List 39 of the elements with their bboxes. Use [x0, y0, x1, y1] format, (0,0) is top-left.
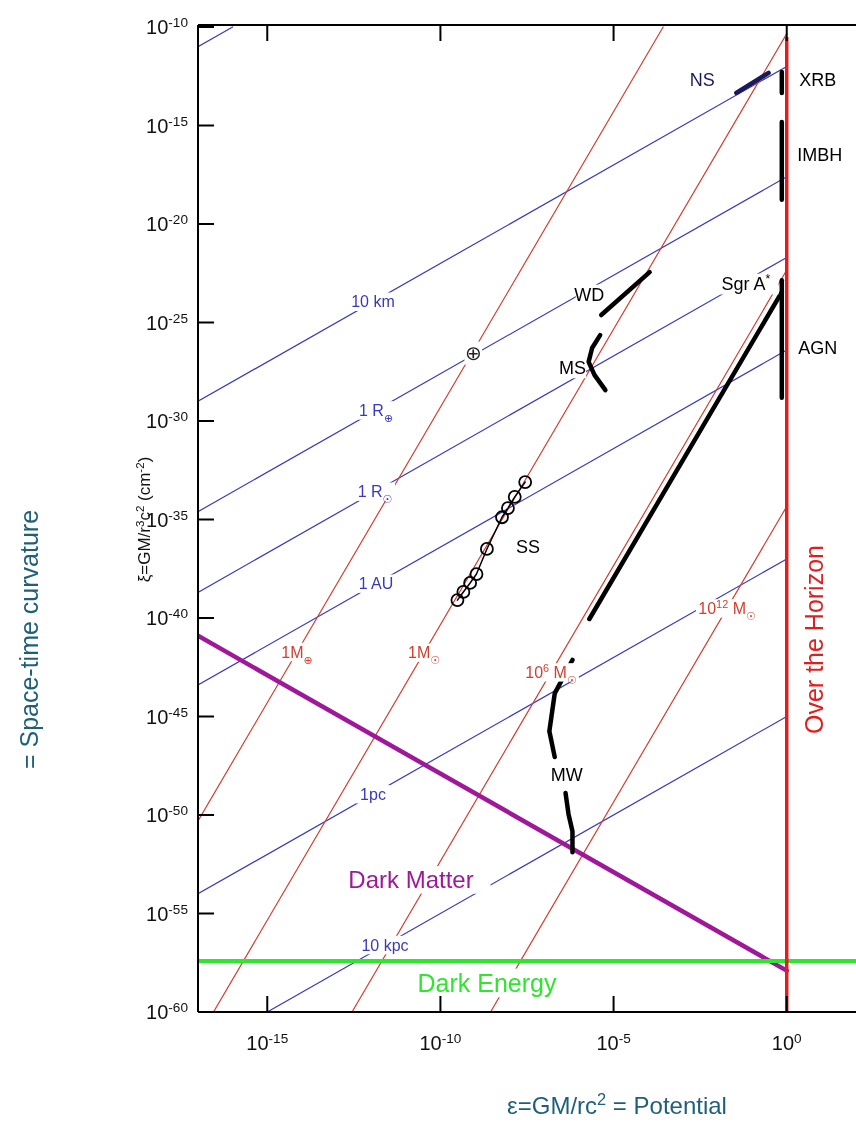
series-label: 10 km — [351, 293, 395, 311]
series-label: 1pc — [360, 785, 386, 803]
text: Dark Matter — [348, 866, 474, 894]
series-label: 10$^{6}$ M$_{☉}$ — [525, 661, 577, 686]
y-tick-label: 10$^{-40}$ — [146, 605, 189, 629]
x-tick-label: 10$^{-5}$ — [596, 1030, 631, 1054]
ref-line-label: Dark Energy — [417, 968, 557, 997]
y-tick-label: 10$^{-25}$ — [146, 310, 188, 334]
series-label: SS — [515, 537, 540, 558]
series-label: 1M$_{⊕}$ — [281, 643, 313, 666]
y-tick-label: 10$^{-60}$ — [146, 999, 189, 1023]
annotation: ⊕ — [464, 342, 482, 365]
y-tick-label: 10$^{-45}$ — [146, 704, 188, 728]
y-tick-label: 10$^{-15}$ — [146, 113, 188, 137]
y-tick-label: 10$^{-30}$ — [146, 408, 189, 432]
series-label: NS — [689, 70, 715, 91]
series-label: Sgr A$^{*}$ — [721, 272, 771, 295]
series-label: AGN — [798, 337, 838, 358]
y-tick-label: 10$^{-50}$ — [146, 802, 189, 826]
x-tick-label: 10$^{-10}$ — [419, 1030, 462, 1054]
y-tick-label: 10$^{-55}$ — [146, 901, 188, 925]
y-tick-label: 10$^{-10}$ — [146, 14, 189, 38]
y-tick-label: 10$^{-20}$ — [146, 211, 189, 235]
x-tick-label: 10$^{-15}$ — [246, 1030, 289, 1054]
series-label: 10$^{12}$ M$_{☉}$ — [698, 598, 756, 622]
x-tick-label: 10$^{0}$ — [771, 1030, 803, 1054]
series-label: MW — [550, 765, 583, 786]
series-label: 10 kpc — [361, 936, 409, 954]
series-label: XRB — [799, 70, 837, 91]
series-label: 1 AU — [358, 575, 394, 593]
series-label: 1 R$_{☉}$ — [357, 483, 393, 506]
series-label: WD — [574, 285, 605, 306]
x-axis-title: ε=GM/rc$^{2}$ = Potential — [507, 1090, 727, 1119]
series-label: 1 R$_{⊕}$ — [358, 402, 394, 425]
text: = Space-time curvature — [15, 509, 43, 770]
series-label: IMBH — [797, 145, 843, 166]
ref-line-label: Over the Horizon — [799, 545, 828, 734]
series-label: MS — [559, 358, 587, 379]
series-label: 1M$_{☉}$ — [408, 644, 440, 667]
